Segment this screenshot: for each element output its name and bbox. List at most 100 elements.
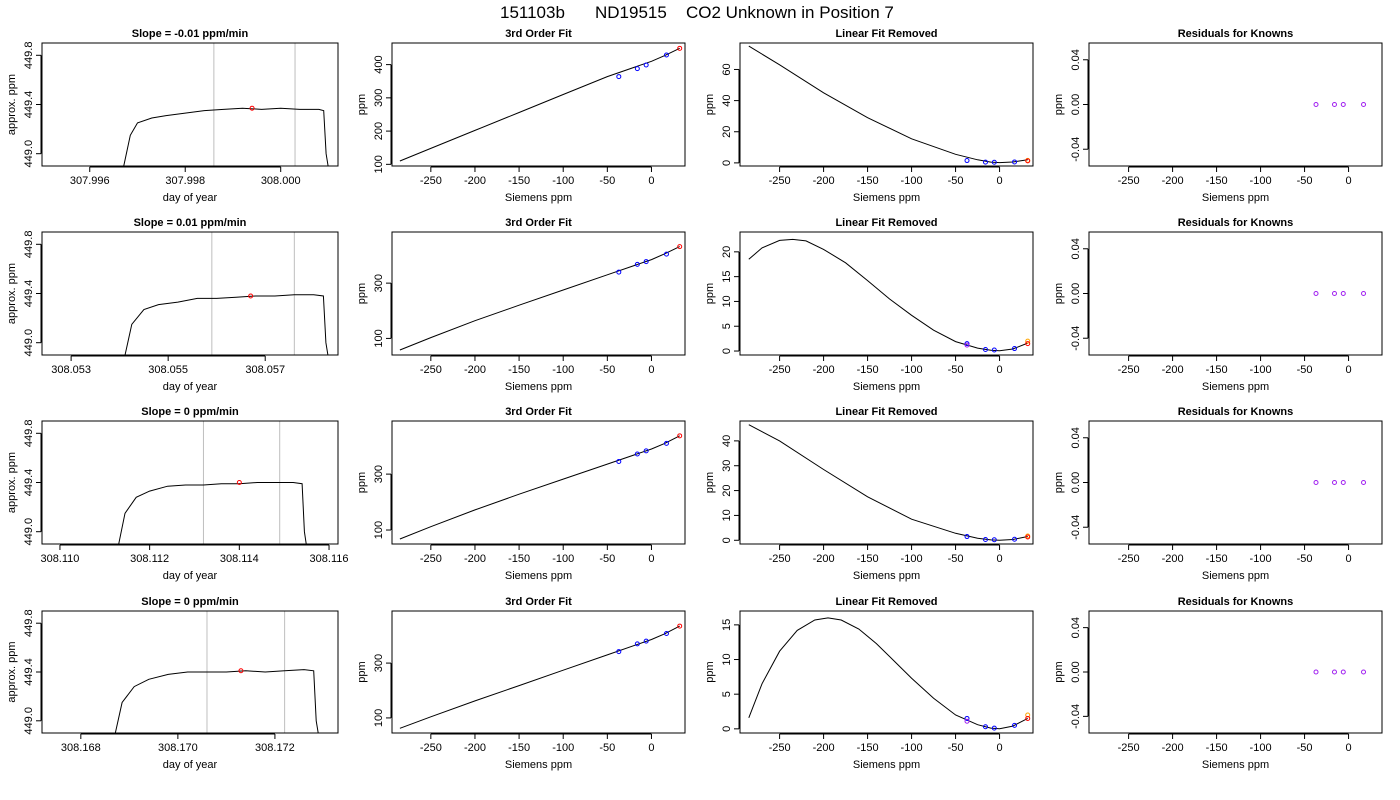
y-tick-label: 449.4 xyxy=(23,91,35,119)
x-tick-label: 308.170 xyxy=(158,742,198,754)
panel-r3c1: Slope = 0 ppm/min 308.110 308.112 308.114 30… xyxy=(6,406,349,582)
y-tick-label: 100 xyxy=(373,521,385,539)
x-tick-label: -250 xyxy=(420,742,442,754)
data-point xyxy=(1025,715,1031,721)
x-axis-label: Siemens ppm xyxy=(505,570,572,582)
y-tick-label: 449.4 xyxy=(23,658,35,686)
x-tick-label: 308.114 xyxy=(220,553,259,565)
y-tick-label: 0.04 xyxy=(1070,49,1082,70)
plot-area xyxy=(399,433,683,540)
data-point xyxy=(663,251,669,257)
x-tick-label: 0 xyxy=(997,553,1003,565)
data-point xyxy=(964,715,970,721)
data-point xyxy=(991,537,997,543)
panel-title: Linear Fit Removed xyxy=(835,28,937,40)
panel-title: Linear Fit Removed xyxy=(835,217,937,229)
figure-title-tank: ND19515 xyxy=(595,3,667,22)
plot-area xyxy=(118,480,307,544)
panel-r2c3: Linear Fit Removed -250 -200 -150 -100 -50 0 Si… xyxy=(704,217,1034,393)
plot-frame xyxy=(41,231,339,356)
panel-title: 3rd Order Fit xyxy=(505,596,572,608)
y-tick-label: 100 xyxy=(373,709,385,727)
x-tick-label: -50 xyxy=(599,742,615,754)
x-tick-label: -250 xyxy=(769,175,791,187)
data-point xyxy=(634,451,640,457)
panel-r2c4: Residuals for Knowns -250 -200 -150 -100 -50 0… xyxy=(1053,217,1383,393)
plot-area xyxy=(114,668,319,733)
x-tick-label: -100 xyxy=(901,553,923,565)
plot-frame xyxy=(1088,420,1383,545)
data-point xyxy=(616,459,622,465)
x-tick-label: -100 xyxy=(1250,175,1272,187)
data-point xyxy=(991,347,997,353)
y-axis-label: ppm xyxy=(704,472,716,493)
data-point xyxy=(1012,722,1018,728)
x-axis-label: day of year xyxy=(163,192,218,204)
y-tick-label: 100 xyxy=(373,329,385,347)
x-tick-label: -150 xyxy=(857,553,879,565)
panel-title: Linear Fit Removed xyxy=(835,596,937,608)
x-tick-label: -250 xyxy=(769,364,791,376)
plot-frame xyxy=(739,420,1034,545)
x-tick-label: -50 xyxy=(948,175,964,187)
x-tick-label: -100 xyxy=(552,553,574,565)
plot-frame xyxy=(739,42,1034,167)
x-axis-label: day of year xyxy=(163,759,218,771)
x-axis-label: Siemens ppm xyxy=(853,192,920,204)
panel-r4c4: Residuals for Knowns -250 -200 -150 -100 -50 0… xyxy=(1053,596,1383,771)
x-axis-label: Siemens ppm xyxy=(505,381,572,393)
data-point xyxy=(677,45,683,51)
y-axis-label: ppm xyxy=(704,283,716,304)
data-point xyxy=(1025,338,1031,344)
y-tick-label: 449.4 xyxy=(23,280,35,308)
data-point xyxy=(991,725,997,731)
y-tick-label: 449.8 xyxy=(23,231,35,259)
fit-curve xyxy=(748,617,1028,730)
signal-trace xyxy=(123,107,329,166)
mean-marker xyxy=(238,668,244,674)
data-point xyxy=(1313,102,1319,107)
x-tick-label: -150 xyxy=(857,742,879,754)
x-tick-label: 308.172 xyxy=(255,742,295,754)
x-tick-label: -150 xyxy=(508,175,530,187)
x-tick-label: 0 xyxy=(648,364,654,376)
mean-marker xyxy=(248,293,254,299)
data-point xyxy=(1025,712,1031,718)
panel-r3c3: Linear Fit Removed -250 -200 -150 -100 -50 0 Si… xyxy=(704,406,1034,582)
data-point xyxy=(663,440,669,446)
data-point xyxy=(663,52,669,58)
plot-frame xyxy=(41,610,339,734)
x-tick-label: -100 xyxy=(1250,364,1272,376)
panel-r4c2: 3rd Order Fit -250 -200 -150 -100 -50 0 Siemens… xyxy=(356,596,686,771)
data-point xyxy=(1340,291,1346,296)
panel-title: Residuals for Knowns xyxy=(1178,28,1294,40)
x-tick-label: -250 xyxy=(1118,553,1140,565)
x-tick-label: -200 xyxy=(1162,742,1184,754)
x-tick-label: 308.116 xyxy=(310,553,349,565)
data-point xyxy=(1025,534,1031,540)
panel-title: Residuals for Knowns xyxy=(1178,406,1294,418)
data-point xyxy=(964,718,970,724)
data-point xyxy=(1340,480,1346,485)
x-tick-label: 307.996 xyxy=(70,175,110,187)
data-point xyxy=(1012,536,1018,542)
data-point xyxy=(1331,291,1337,296)
y-axis-label: ppm xyxy=(704,661,716,682)
x-tick-label: -150 xyxy=(1206,175,1228,187)
y-axis-label: ppm xyxy=(704,94,716,115)
x-tick-label: -150 xyxy=(857,364,879,376)
x-axis-label: Siemens ppm xyxy=(853,759,920,771)
data-point xyxy=(964,534,970,540)
panel-r1c3: Linear Fit Removed -250 -200 -150 -100 -50 0 Si… xyxy=(704,28,1034,204)
fit-curve xyxy=(399,246,680,351)
panel-title: Residuals for Knowns xyxy=(1178,596,1294,608)
x-axis-label: Siemens ppm xyxy=(853,570,920,582)
plot-area xyxy=(399,244,683,351)
data-point xyxy=(643,62,649,68)
y-tick-label: 0.00 xyxy=(1070,472,1082,493)
y-tick-label: 60 xyxy=(721,63,733,75)
y-axis-label: ppm xyxy=(356,472,368,493)
figure-title-run: 151103b xyxy=(500,3,565,22)
fit-curve xyxy=(399,47,680,162)
x-tick-label: -200 xyxy=(464,553,486,565)
